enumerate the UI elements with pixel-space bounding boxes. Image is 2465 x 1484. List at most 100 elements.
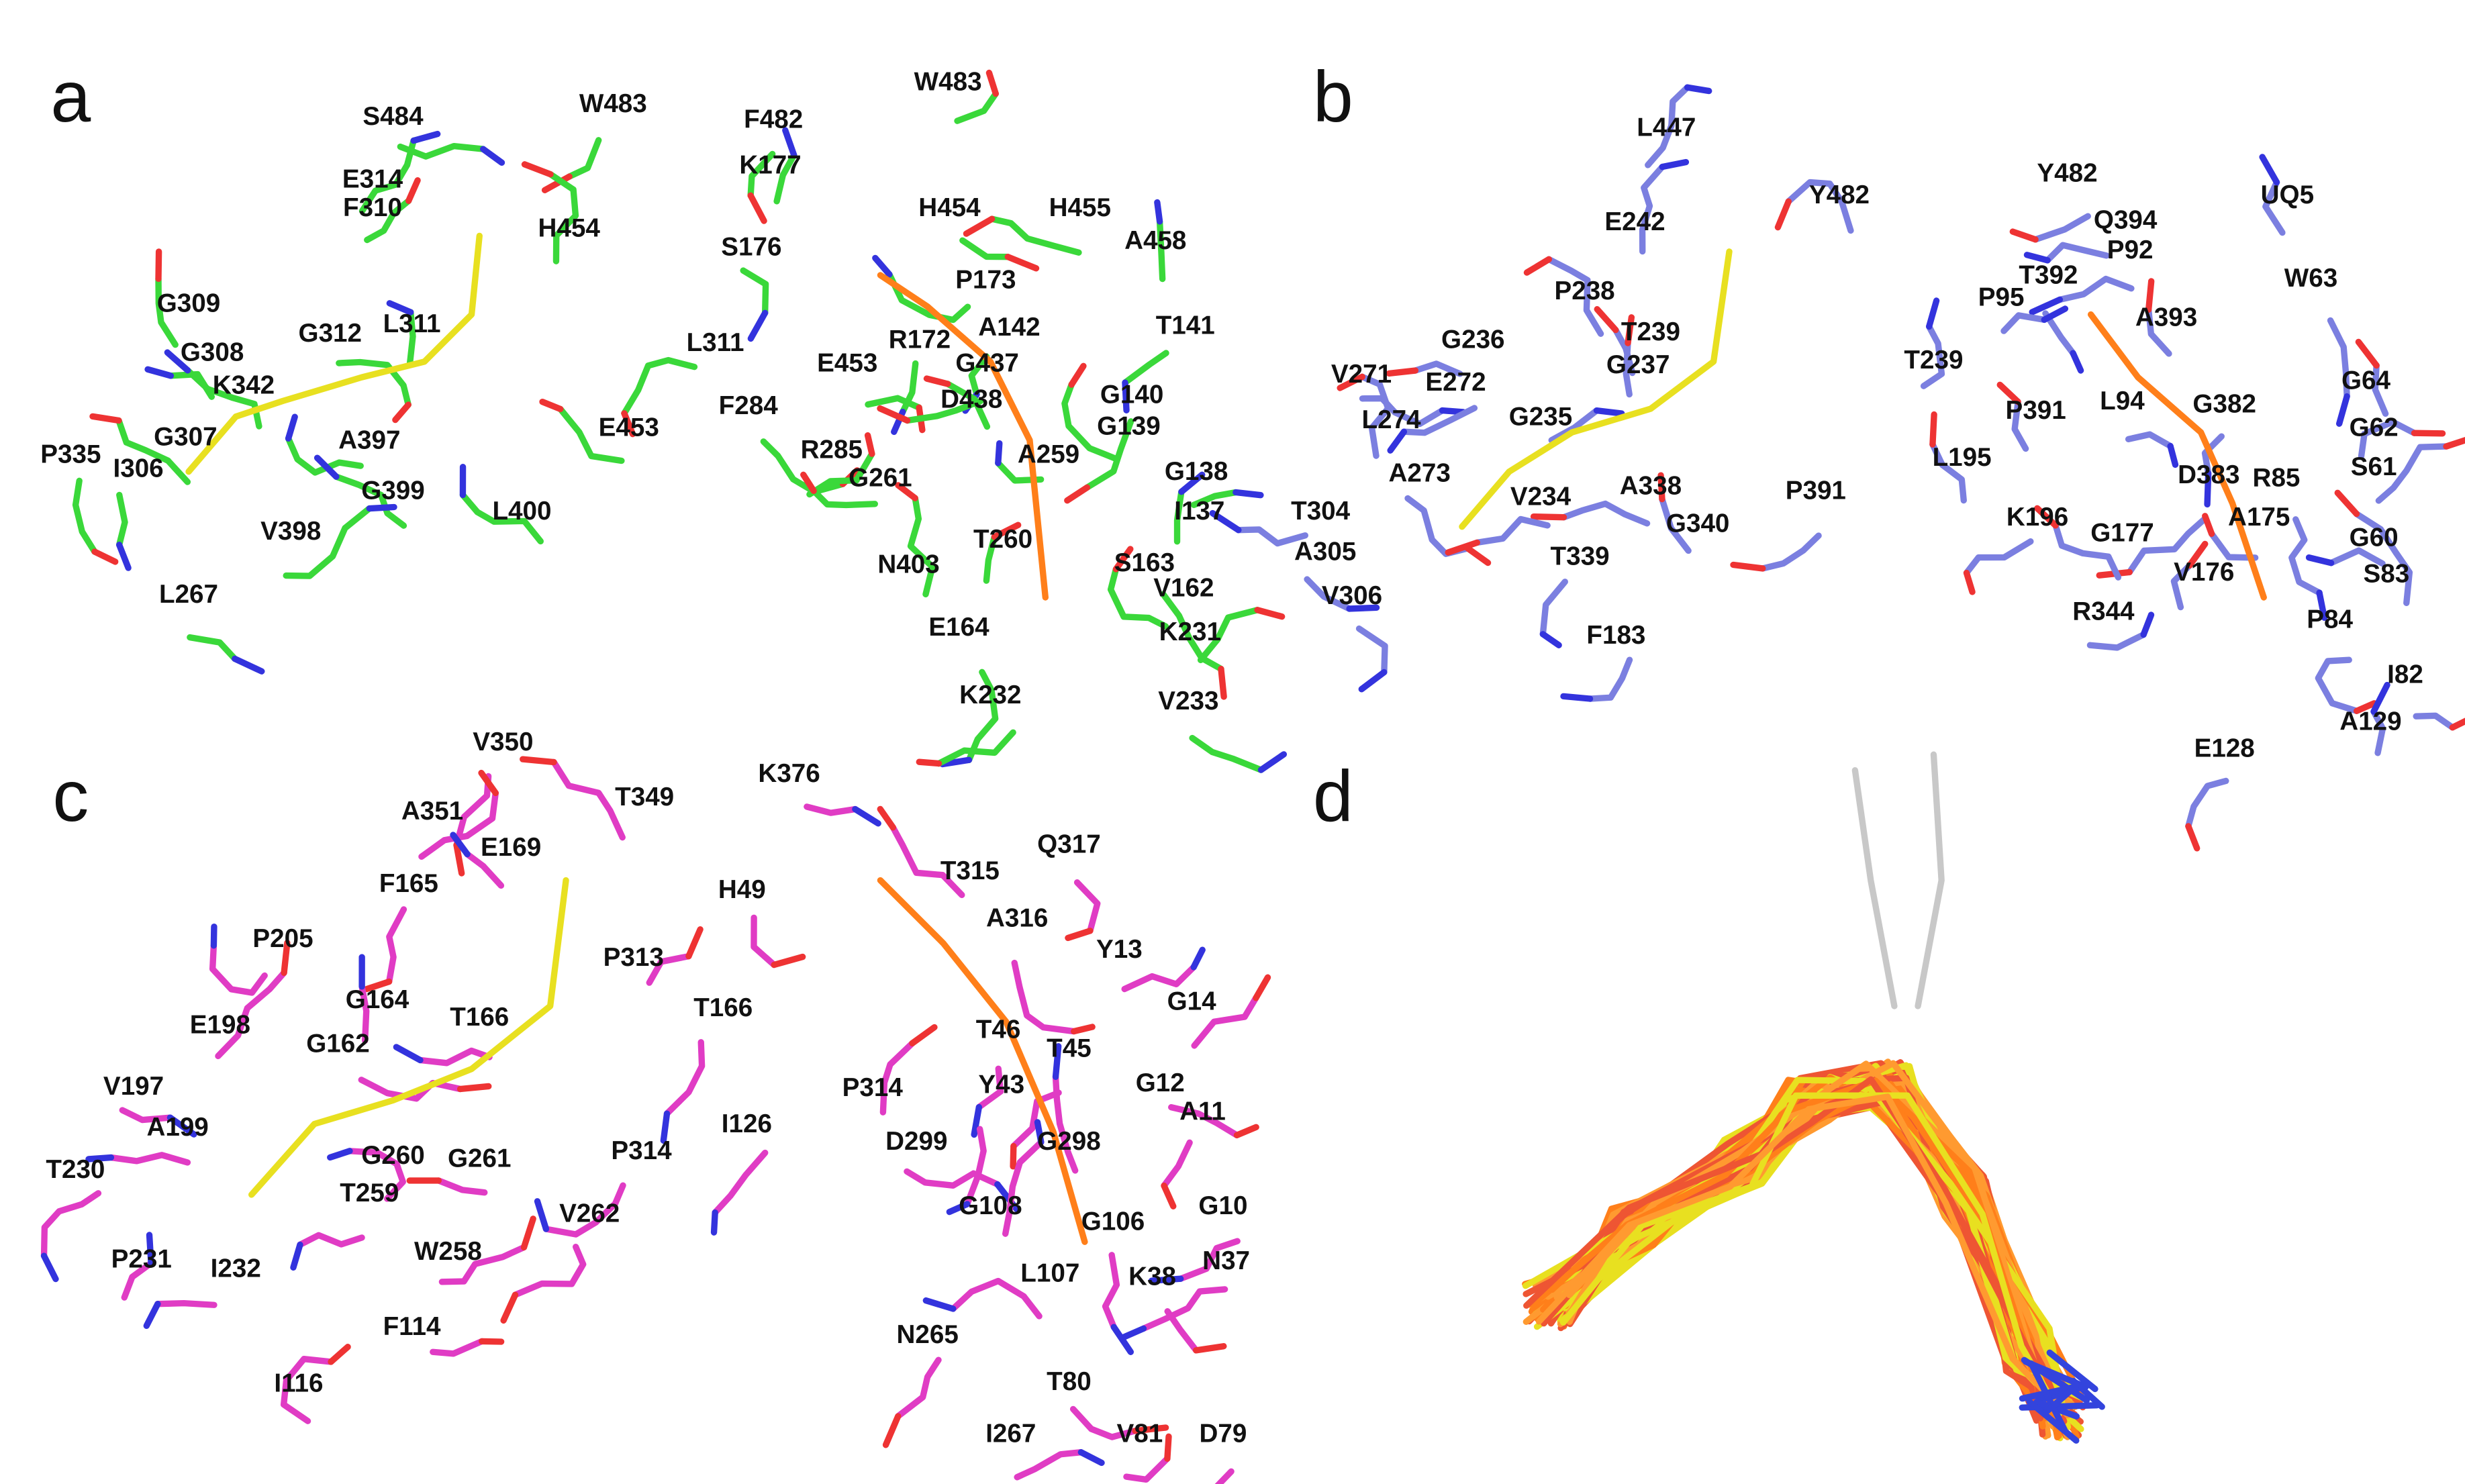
atom-stick xyxy=(405,177,421,204)
residue-label: F482 xyxy=(744,105,803,134)
residue-label: I267 xyxy=(985,1419,1036,1448)
ligand-stick xyxy=(2046,1349,2098,1393)
residue-stick xyxy=(358,137,417,215)
residue-stick xyxy=(2042,310,2076,356)
residue-stick xyxy=(215,969,287,1060)
molecule-sticks xyxy=(40,69,2465,1484)
atom-stick xyxy=(2167,442,2179,468)
residue-label: R85 xyxy=(2253,464,2301,493)
atom-stick xyxy=(1439,407,1467,415)
residue-label: D383 xyxy=(2178,460,2239,489)
residue-stick xyxy=(950,1277,1043,1320)
residue-label: G298 xyxy=(1037,1127,1101,1156)
atom-stick xyxy=(872,254,893,278)
residue-label: E242 xyxy=(1604,207,1665,236)
residue-stick xyxy=(1359,373,1392,459)
residue-label: I82 xyxy=(2387,660,2423,689)
residue-label: K342 xyxy=(213,370,275,399)
residue-label: P231 xyxy=(111,1245,172,1274)
residue-stick xyxy=(336,358,412,408)
residue-label: G60 xyxy=(2350,524,2399,552)
residue-stick xyxy=(865,395,922,411)
atom-stick xyxy=(1209,509,1242,534)
residue-stick xyxy=(346,1148,406,1202)
residue-label: A393 xyxy=(2135,303,2197,332)
residue-stick xyxy=(1061,381,1118,462)
residue-label: V271 xyxy=(1331,360,1392,389)
residue-label: A259 xyxy=(1018,440,1079,468)
atom-stick xyxy=(40,1252,59,1283)
residue-stick xyxy=(1548,407,1600,444)
residue-stick xyxy=(2358,418,2418,460)
atom-stick xyxy=(2316,589,2328,621)
residue-label: G307 xyxy=(154,423,218,452)
atom-stick xyxy=(478,769,499,797)
atom-stick xyxy=(479,146,505,166)
atom-stick xyxy=(1052,1043,1062,1080)
residue-stick xyxy=(1759,532,1822,572)
atom-stick xyxy=(166,1114,197,1138)
atom-stick xyxy=(1925,297,1940,330)
atom-stick xyxy=(1539,631,1562,648)
atom-stick xyxy=(453,842,465,877)
residue-stick xyxy=(333,473,407,529)
residue-stick xyxy=(107,1152,191,1166)
residue-stick xyxy=(2327,547,2386,567)
atom-stick xyxy=(782,127,798,158)
residue-stick xyxy=(954,90,1000,124)
residue-stick xyxy=(1073,879,1101,934)
atom-stick xyxy=(2334,489,2360,517)
residue-label: K232 xyxy=(959,681,1021,709)
atom-stick xyxy=(91,548,119,565)
atom-stick xyxy=(1233,1124,1259,1139)
residue-label: D438 xyxy=(940,385,1002,414)
residue-label: L311 xyxy=(383,309,441,338)
residue-stick xyxy=(1052,1073,1079,1174)
atom-stick xyxy=(2353,700,2378,714)
atom-stick xyxy=(521,161,554,178)
residue-label: H455 xyxy=(1049,193,1111,222)
atom-stick xyxy=(882,1413,902,1448)
residue-label: P313 xyxy=(603,943,664,972)
residue-label: G399 xyxy=(361,476,425,505)
residue-label: L400 xyxy=(492,497,551,526)
residue-stick xyxy=(806,450,875,498)
residue-label: G236 xyxy=(1441,326,1505,354)
atom-stick xyxy=(285,413,298,442)
residue-label: F183 xyxy=(1586,621,1645,650)
atom-stick xyxy=(922,1297,957,1312)
residue-label: E314 xyxy=(342,165,403,194)
residue-stick xyxy=(1010,1089,1062,1150)
residue-label: T46 xyxy=(976,1016,1021,1044)
atom-stick xyxy=(909,1024,938,1047)
residue-stick xyxy=(406,309,416,368)
residue-stick xyxy=(1412,360,1463,377)
residue-label: G138 xyxy=(1165,457,1228,486)
residue-stick xyxy=(2370,708,2386,756)
residue-label: E169 xyxy=(481,833,541,862)
residue-stick xyxy=(550,758,626,841)
residue-label: H454 xyxy=(538,213,601,242)
residue-stick xyxy=(935,729,1016,767)
residue-label: T304 xyxy=(1291,497,1351,526)
residue-label: D79 xyxy=(1200,1419,1247,1448)
atom-stick xyxy=(916,758,942,767)
residue-stick xyxy=(1586,656,1633,702)
residue-stick xyxy=(187,634,238,662)
residue-label: W483 xyxy=(914,67,982,96)
ligand-stick xyxy=(2043,1381,2082,1415)
residue-stick xyxy=(1560,500,1651,527)
atom-stick xyxy=(685,926,704,960)
atom-stick xyxy=(1178,471,1206,495)
atom-stick xyxy=(281,939,291,977)
residue-label: A351 xyxy=(401,797,463,826)
atom-stick xyxy=(946,1201,971,1216)
residue-label: T259 xyxy=(340,1179,399,1207)
residue-stick xyxy=(512,1244,587,1298)
atom-stick xyxy=(541,173,573,193)
atom-stick xyxy=(1996,381,2021,405)
atom-stick xyxy=(710,1209,718,1236)
atom-stick xyxy=(2029,296,2064,315)
ligand-stick xyxy=(1459,248,1733,530)
ligand-stick xyxy=(1851,766,1898,1009)
